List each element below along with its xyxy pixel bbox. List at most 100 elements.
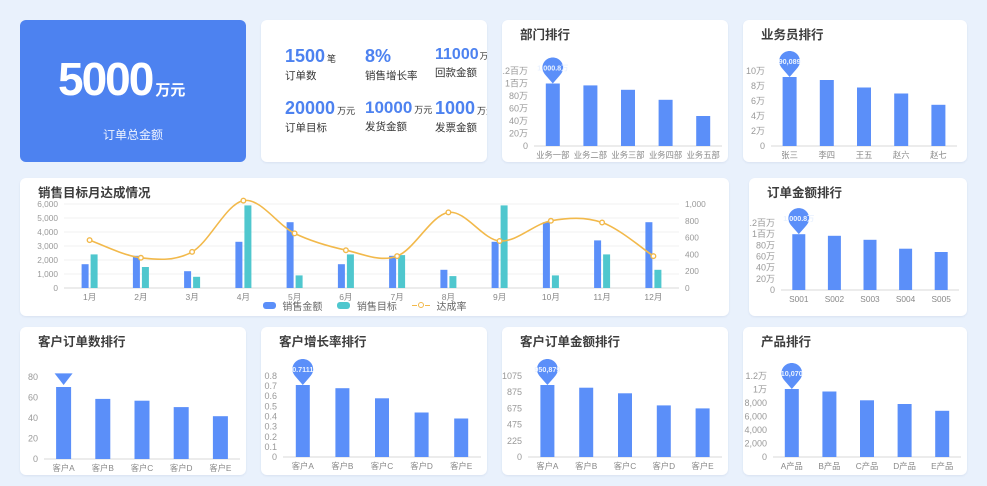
svg-text:0.5: 0.5 bbox=[264, 401, 277, 411]
svg-text:业务一部: 业务一部 bbox=[536, 150, 569, 160]
svg-text:80万: 80万 bbox=[509, 91, 528, 101]
svg-text:950,879: 950,879 bbox=[534, 365, 560, 374]
svg-text:客户A: 客户A bbox=[536, 461, 559, 471]
svg-text:客户E: 客户E bbox=[692, 461, 715, 471]
svg-text:2万: 2万 bbox=[751, 126, 765, 136]
svg-text:4,000: 4,000 bbox=[744, 425, 767, 435]
svg-text:0.3: 0.3 bbox=[264, 422, 277, 432]
svg-text:8万: 8万 bbox=[751, 81, 765, 91]
svg-text:客户B: 客户B bbox=[331, 461, 354, 471]
svg-text:0.1: 0.1 bbox=[264, 442, 277, 452]
svg-text:业务三部: 业务三部 bbox=[611, 150, 644, 160]
svg-text:40万: 40万 bbox=[509, 116, 528, 126]
svg-text:6,000: 6,000 bbox=[744, 412, 767, 422]
svg-text:10,070: 10,070 bbox=[781, 369, 803, 378]
svg-text:客户B: 客户B bbox=[575, 461, 598, 471]
svg-text:20万: 20万 bbox=[509, 129, 528, 139]
svg-text:1百万: 1百万 bbox=[505, 79, 528, 89]
svg-text:0.4: 0.4 bbox=[264, 412, 277, 422]
svg-text:0.7: 0.7 bbox=[264, 381, 277, 391]
svg-text:400: 400 bbox=[685, 249, 699, 259]
svg-text:客户C: 客户C bbox=[131, 463, 154, 473]
svg-text:S004: S004 bbox=[896, 294, 916, 304]
svg-text:0: 0 bbox=[523, 141, 528, 151]
svg-text:A产品: A产品 bbox=[781, 461, 803, 471]
svg-text:8,000: 8,000 bbox=[744, 398, 767, 408]
svg-text:0: 0 bbox=[53, 283, 58, 293]
svg-text:5,000: 5,000 bbox=[37, 213, 58, 223]
svg-text:4,000: 4,000 bbox=[37, 227, 58, 237]
svg-text:1,000.8万: 1,000.8万 bbox=[783, 214, 814, 223]
svg-text:40: 40 bbox=[28, 413, 38, 423]
svg-text:475: 475 bbox=[507, 420, 522, 430]
svg-text:赵七: 赵七 bbox=[930, 150, 947, 160]
svg-text:李四: 李四 bbox=[818, 150, 835, 160]
svg-text:60万: 60万 bbox=[756, 252, 775, 262]
svg-text:0.6: 0.6 bbox=[264, 391, 277, 401]
svg-text:0: 0 bbox=[760, 141, 765, 151]
svg-text:60万: 60万 bbox=[509, 104, 528, 114]
svg-text:80: 80 bbox=[28, 372, 38, 382]
svg-text:S005: S005 bbox=[932, 294, 952, 304]
svg-text:20万: 20万 bbox=[756, 274, 775, 284]
svg-text:200: 200 bbox=[685, 266, 699, 276]
svg-text:10万: 10万 bbox=[746, 66, 765, 76]
svg-text:1百万: 1百万 bbox=[752, 229, 775, 239]
svg-text:1.2百万: 1.2百万 bbox=[749, 218, 775, 228]
svg-text:E产品: E产品 bbox=[931, 461, 953, 471]
svg-text:张三: 张三 bbox=[781, 150, 798, 160]
svg-text:0: 0 bbox=[272, 452, 277, 462]
svg-text:业务五部: 业务五部 bbox=[687, 150, 720, 160]
svg-text:王五: 王五 bbox=[856, 150, 873, 160]
svg-text:4万: 4万 bbox=[751, 111, 765, 121]
svg-text:60: 60 bbox=[28, 393, 38, 403]
svg-text:0: 0 bbox=[685, 283, 690, 293]
svg-text:1.2百万: 1.2百万 bbox=[502, 66, 528, 76]
svg-text:0.7111: 0.7111 bbox=[292, 365, 313, 374]
svg-text:业务二部: 业务二部 bbox=[574, 150, 607, 160]
svg-text:1.2万: 1.2万 bbox=[745, 371, 767, 381]
svg-text:客户D: 客户D bbox=[170, 463, 193, 473]
svg-text:客户B: 客户B bbox=[92, 463, 115, 473]
svg-text:赵六: 赵六 bbox=[893, 150, 910, 160]
svg-text:B产品: B产品 bbox=[818, 461, 840, 471]
svg-text:1,000: 1,000 bbox=[37, 269, 58, 279]
svg-text:875: 875 bbox=[507, 387, 522, 397]
svg-text:1075: 1075 bbox=[502, 371, 522, 381]
svg-text:客户A: 客户A bbox=[292, 461, 315, 471]
svg-text:S003: S003 bbox=[860, 294, 880, 304]
svg-text:90,089: 90,089 bbox=[779, 57, 801, 66]
svg-text:1,000: 1,000 bbox=[685, 199, 706, 209]
svg-text:0: 0 bbox=[517, 452, 522, 462]
svg-text:40万: 40万 bbox=[756, 263, 775, 273]
svg-text:S001: S001 bbox=[789, 294, 809, 304]
svg-text:675: 675 bbox=[507, 403, 522, 413]
svg-text:6,000: 6,000 bbox=[37, 199, 58, 209]
svg-text:20: 20 bbox=[28, 434, 38, 444]
svg-text:600: 600 bbox=[685, 233, 699, 243]
svg-text:S002: S002 bbox=[825, 294, 845, 304]
svg-text:客户C: 客户C bbox=[614, 461, 637, 471]
svg-text:客户D: 客户D bbox=[410, 461, 433, 471]
svg-text:客户A: 客户A bbox=[53, 463, 76, 473]
svg-text:3,000: 3,000 bbox=[37, 241, 58, 251]
svg-text:1万: 1万 bbox=[753, 385, 767, 395]
svg-text:80万: 80万 bbox=[756, 240, 775, 250]
svg-text:业务四部: 业务四部 bbox=[649, 150, 682, 160]
svg-text:1,000.8万: 1,000.8万 bbox=[537, 63, 568, 72]
svg-text:800: 800 bbox=[685, 216, 699, 226]
svg-text:0.2: 0.2 bbox=[264, 432, 277, 442]
svg-text:0: 0 bbox=[33, 454, 38, 464]
svg-text:0: 0 bbox=[762, 452, 767, 462]
svg-text:2,000: 2,000 bbox=[37, 255, 58, 265]
svg-text:0: 0 bbox=[770, 285, 775, 295]
svg-text:2,000: 2,000 bbox=[744, 439, 767, 449]
svg-text:6万: 6万 bbox=[751, 96, 765, 106]
svg-text:客户E: 客户E bbox=[209, 463, 232, 473]
svg-text:客户C: 客户C bbox=[371, 461, 394, 471]
svg-text:0.8: 0.8 bbox=[264, 371, 277, 381]
svg-text:225: 225 bbox=[507, 436, 522, 446]
svg-text:C产品: C产品 bbox=[856, 461, 879, 471]
svg-text:客户D: 客户D bbox=[653, 461, 676, 471]
svg-text:客户E: 客户E bbox=[450, 461, 473, 471]
